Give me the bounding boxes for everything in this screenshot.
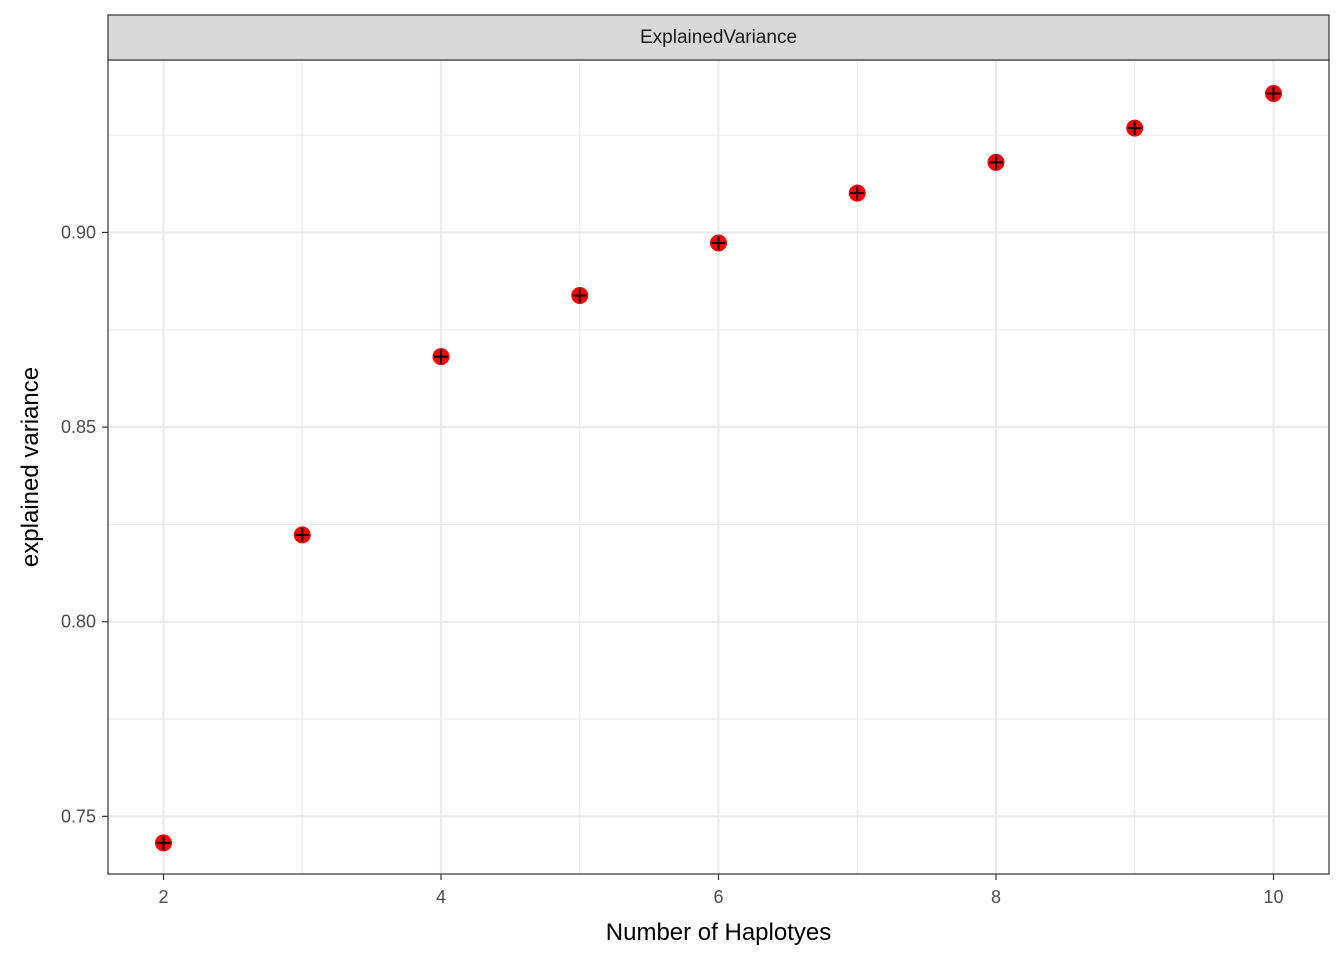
- facet-strip-label: ExplainedVariance: [640, 27, 797, 48]
- y-tick-label: 0.75: [61, 806, 96, 826]
- x-axis-title: Number of Haplotyes: [606, 919, 831, 946]
- y-tick-label: 0.80: [61, 612, 96, 632]
- data-point: [848, 184, 866, 202]
- data-point: [571, 287, 589, 305]
- data-point: [293, 526, 311, 544]
- data-point: [987, 153, 1005, 171]
- data-point: [155, 834, 172, 852]
- x-tick-label: 2: [158, 887, 168, 907]
- facet-strip-background: [107, 14, 1330, 61]
- y-axis-title: explained variance: [17, 367, 44, 567]
- points: [155, 84, 1282, 852]
- data-point: [710, 234, 727, 252]
- x-tick-label: 10: [1263, 887, 1283, 907]
- data-point: [432, 348, 450, 366]
- data-point: [1126, 119, 1144, 137]
- x-axis: 2 4 6 8 10: [158, 874, 1284, 907]
- x-tick-label: 6: [713, 887, 723, 907]
- y-tick-label: 0.90: [61, 222, 96, 242]
- facet-strip: ExplainedVariance: [107, 14, 1330, 61]
- y-axis: 0.75 0.80 0.85 0.90: [61, 222, 108, 826]
- y-tick-label: 0.85: [61, 417, 96, 437]
- x-tick-label: 4: [436, 887, 446, 907]
- data-point: [1265, 84, 1282, 102]
- grid-major: [108, 60, 1329, 874]
- x-tick-label: 8: [991, 887, 1001, 907]
